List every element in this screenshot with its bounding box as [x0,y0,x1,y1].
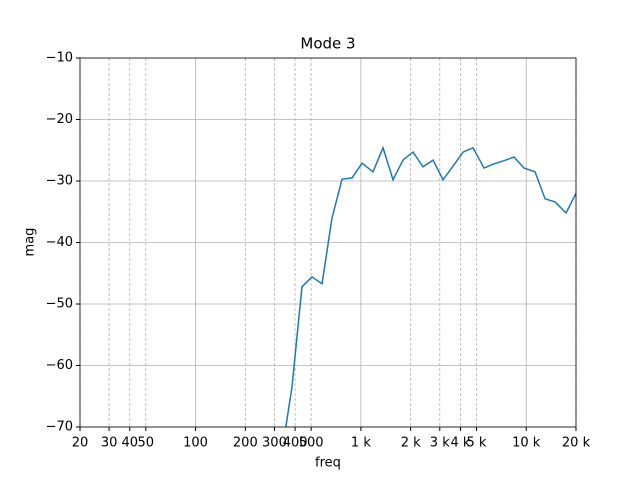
x-tick-label: 3 k [430,436,450,451]
chart-title: Mode 3 [300,35,355,53]
x-tick-label: 20 [72,436,89,451]
x-tick-label: 30 [101,436,118,451]
x-tick-label: 20 k [562,436,591,451]
y-tick-label: −60 [46,358,73,373]
x-tick-label: 2 k [401,436,421,451]
x-tick-label: 400 [283,436,308,451]
x-tick-label: 5 k [466,436,486,451]
x-tick-label: 500 [299,436,324,451]
axes-frame [79,57,577,428]
x-tick-label: 10 k [512,436,541,451]
x-tick-label: 1 k [351,436,371,451]
y-axis-label: mag [23,228,38,257]
y-tick-label: −40 [46,235,73,250]
y-tick-label: −10 [46,51,73,66]
x-tick-label: 100 [183,436,208,451]
y-tick-label: −50 [46,297,73,312]
data-line [285,145,576,427]
x-tick-label: 300 [262,436,287,451]
x-axis-label: freq [315,456,341,471]
y-tick-label: −20 [46,112,73,127]
y-tick-label: −30 [46,174,73,189]
x-tick-label: 50 [138,436,155,451]
y-tick-label: −70 [46,420,73,435]
x-tick-label: 200 [233,436,258,451]
x-tick-label: 40 [121,436,138,451]
x-tick-label: 4 k [450,436,470,451]
